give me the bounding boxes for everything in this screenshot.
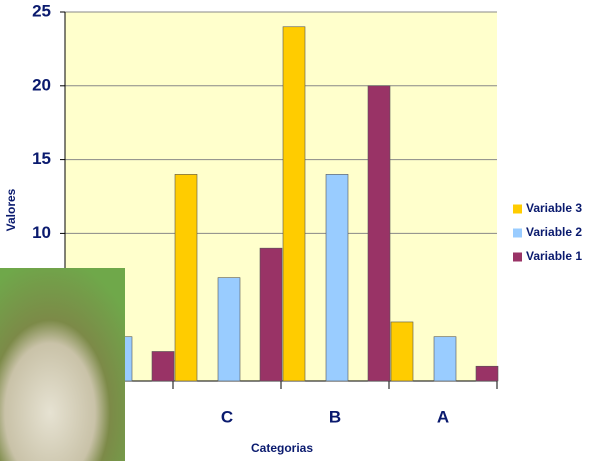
photo-overlay <box>0 268 125 461</box>
bar <box>326 174 348 381</box>
legend-swatch <box>513 205 522 214</box>
chart: Categorias Valores 10152025DCBAVariable … <box>0 0 596 461</box>
bar <box>175 174 197 381</box>
bar <box>218 278 240 381</box>
x-tick-label: B <box>329 407 341 426</box>
legend-swatch <box>513 253 522 262</box>
bar <box>368 86 390 381</box>
legend-label: Variable 3 <box>526 201 582 215</box>
bar <box>283 27 305 381</box>
bar <box>434 337 456 381</box>
x-axis-label: Categorias <box>251 441 313 455</box>
x-tick-label: C <box>221 407 233 426</box>
bar <box>391 322 413 381</box>
y-tick-label: 20 <box>32 75 51 94</box>
legend-label: Variable 1 <box>526 249 582 263</box>
x-tick-label: A <box>437 407 449 426</box>
bar <box>260 248 282 381</box>
y-tick-label: 10 <box>32 223 51 242</box>
legend-label: Variable 2 <box>526 225 582 239</box>
bar <box>152 351 174 381</box>
y-tick-label: 15 <box>32 149 51 168</box>
bar <box>476 366 498 381</box>
y-axis-label: Valores <box>4 188 18 231</box>
legend-swatch <box>513 229 522 238</box>
y-tick-label: 25 <box>32 1 51 20</box>
